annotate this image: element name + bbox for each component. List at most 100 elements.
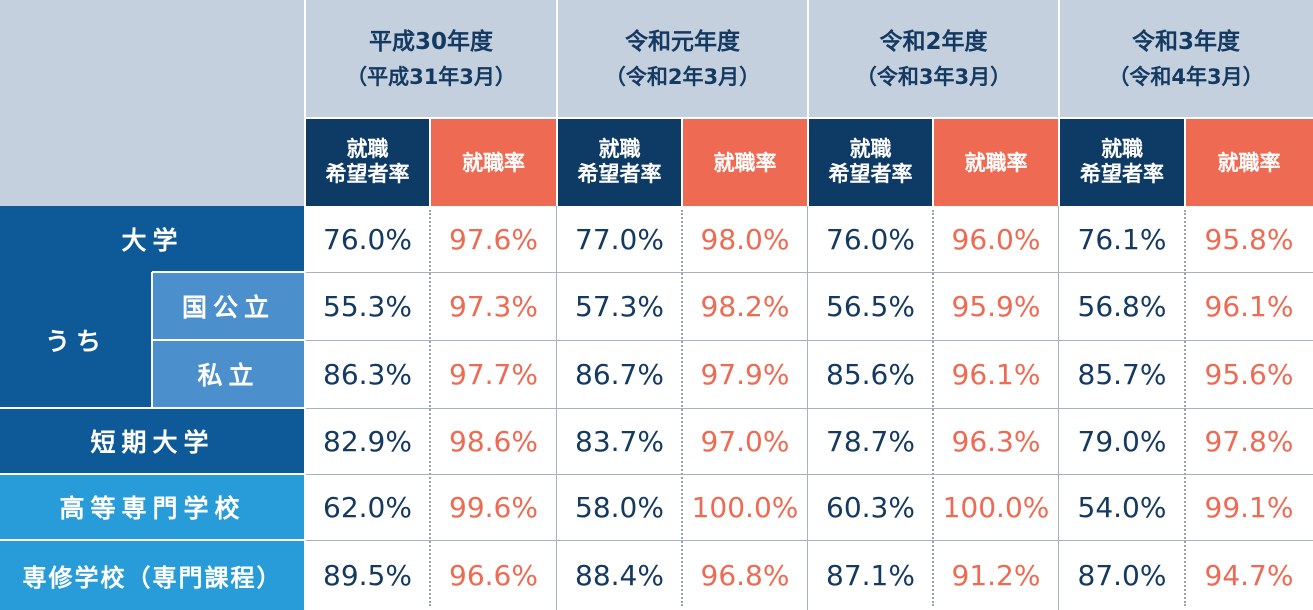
column-divider: [1058, 206, 1059, 610]
rowhead-label: うち: [44, 327, 107, 356]
subheader-desire-rate: 就職 希望者率: [808, 118, 933, 206]
rowhead-divider: [0, 473, 305, 475]
value-employment-rate: 97.6%: [449, 222, 538, 256]
value-employment-rate: 98.0%: [700, 222, 790, 256]
subheader-desire-label: 就職 希望者率: [1080, 136, 1164, 186]
value-employment-rate: 100.0%: [691, 490, 799, 524]
dotted-divider: [681, 210, 683, 606]
header-divider: [305, 117, 1313, 119]
rowhead-label: 専修学校（専門課程）: [22, 563, 283, 592]
value-employment-rate: 98.2%: [700, 289, 790, 323]
column-divider: [807, 206, 808, 610]
year-sublabel: （令和4年3月）: [1108, 64, 1264, 89]
value-desire-rate: 76.0%: [323, 222, 412, 256]
subheader-rate-label: 就職率: [713, 151, 777, 175]
grid-line: [305, 408, 1313, 409]
value-desire-rate: 57.3%: [575, 289, 664, 323]
value-employment-rate: 97.3%: [449, 289, 538, 323]
rowhead-technical-college: 高等専門学校: [0, 474, 305, 540]
rowhead-divider: [151, 272, 153, 408]
grid-line: [305, 540, 1313, 541]
value-desire-rate: 78.7%: [826, 424, 915, 458]
value-employment-rate: 96.1%: [1204, 289, 1294, 323]
value-desire-rate: 62.0%: [323, 490, 412, 524]
subheader-desire-rate: 就職 希望者率: [1059, 118, 1185, 206]
rowhead-label: 大学: [121, 226, 184, 255]
value-desire-rate: 86.7%: [575, 357, 664, 391]
rowhead-university: 大学: [0, 206, 305, 272]
dotted-divider: [429, 210, 431, 606]
value-employment-rate: 95.8%: [1204, 222, 1294, 256]
value-desire-rate: 76.1%: [1077, 222, 1167, 256]
header-divider: [1184, 118, 1186, 206]
rowhead-national-public: 国公立: [152, 272, 305, 340]
value-desire-rate: 60.3%: [826, 490, 915, 524]
subheader-rate-label: 就職率: [1217, 151, 1281, 175]
value-employment-rate: 97.7%: [449, 357, 538, 391]
subheader-desire-rate: 就職 希望者率: [305, 118, 430, 206]
value-employment-rate: 96.6%: [449, 558, 538, 592]
value-employment-rate: 96.1%: [951, 357, 1041, 391]
subheader-rate-label: 就職率: [964, 151, 1028, 175]
value-desire-rate: 76.0%: [826, 222, 915, 256]
rowhead-divider: [0, 407, 305, 409]
rowhead-vocational-school: 専修学校（専門課程）: [0, 540, 305, 610]
year-label: 平成30年度: [368, 28, 493, 55]
value-desire-rate: 58.0%: [575, 490, 664, 524]
value-employment-rate: 97.0%: [700, 424, 790, 458]
subheader-rate-label: 就職率: [462, 151, 525, 175]
subheader-desire-label: 就職 希望者率: [325, 136, 410, 186]
value-employment-rate: 96.3%: [951, 424, 1041, 458]
rowhead-divider: [152, 271, 305, 273]
subheader-desire-label: 就職 希望者率: [577, 136, 662, 186]
value-employment-rate: 96.0%: [951, 222, 1041, 256]
year-header-r1: 令和元年度 （令和2年3月）: [557, 0, 808, 118]
value-employment-rate: 95.6%: [1204, 357, 1294, 391]
value-desire-rate: 82.9%: [323, 424, 412, 458]
value-desire-rate: 89.5%: [323, 558, 412, 592]
value-desire-rate: 86.3%: [323, 357, 412, 391]
header-divider: [556, 0, 558, 206]
header-corner: [0, 0, 305, 206]
year-sublabel: （平成31年3月）: [346, 64, 516, 89]
dotted-divider: [1184, 210, 1186, 606]
subheader-desire-label: 就職 希望者率: [828, 136, 913, 186]
year-sublabel: （令和2年3月）: [604, 64, 761, 89]
value-desire-rate: 56.8%: [1077, 289, 1167, 323]
header-divider: [681, 118, 683, 206]
subheader-employment-rate: 就職率: [933, 118, 1059, 206]
dotted-divider: [932, 210, 934, 606]
year-label: 令和3年度: [1131, 28, 1240, 55]
value-employment-rate: 100.0%: [942, 490, 1050, 524]
value-desire-rate: 56.5%: [826, 289, 915, 323]
value-employment-rate: 95.9%: [951, 289, 1041, 323]
value-desire-rate: 83.7%: [575, 424, 664, 458]
rowhead-divider: [152, 339, 305, 341]
year-header-h30: 平成30年度 （平成31年3月）: [305, 0, 557, 118]
year-header-r2: 令和2年度 （令和3年3月）: [808, 0, 1059, 118]
rowhead-label: 高等専門学校: [59, 494, 246, 523]
grid-line: [305, 474, 1313, 475]
value-employment-rate: 96.8%: [700, 558, 790, 592]
grid-line: [305, 272, 1313, 273]
value-desire-rate: 85.6%: [826, 357, 915, 391]
value-desire-rate: 88.4%: [575, 558, 664, 592]
subheader-desire-rate: 就職 希望者率: [557, 118, 682, 206]
header-divider: [807, 0, 809, 206]
rowhead-label: 私立: [197, 361, 260, 390]
value-employment-rate: 97.9%: [700, 357, 790, 391]
rowhead-divider: [304, 206, 306, 610]
year-sublabel: （令和3年3月）: [855, 64, 1012, 89]
column-divider: [556, 206, 557, 610]
header-divider: [429, 118, 431, 206]
value-desire-rate: 55.3%: [323, 289, 412, 323]
header-divider: [1058, 0, 1060, 206]
value-desire-rate: 87.0%: [1077, 558, 1167, 592]
value-employment-rate: 99.6%: [449, 490, 538, 524]
rowhead-label: 国公立: [181, 293, 275, 322]
rowhead-divider: [0, 539, 305, 541]
header-divider: [304, 0, 306, 206]
rowhead-private: 私立: [152, 340, 305, 408]
value-desire-rate: 87.1%: [826, 558, 915, 592]
